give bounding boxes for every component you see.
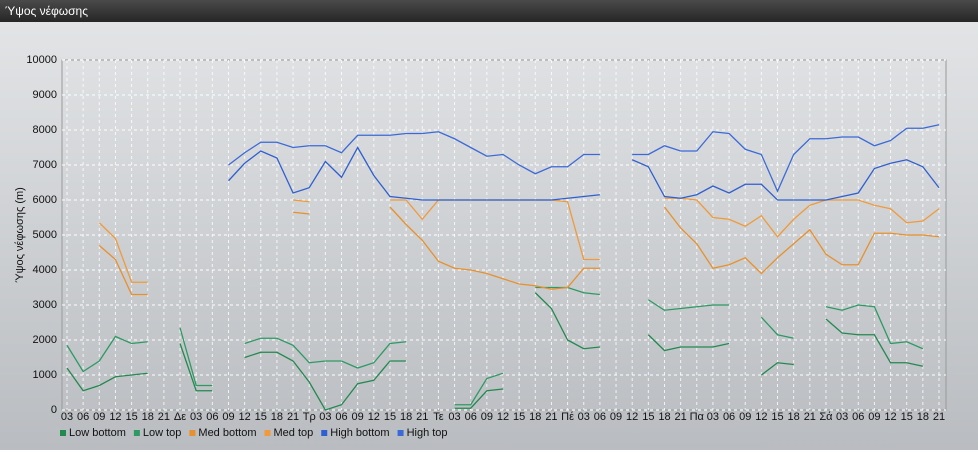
y-tick-label: 1000 [33,369,57,381]
x-tick-label: 18 [788,411,800,423]
y-tick-label: 4000 [33,264,57,276]
x-tick-label: Τε [433,411,444,423]
x-tick-label: 12 [368,411,380,423]
y-tick-label: 8000 [33,124,57,136]
x-tick-label: 15 [513,411,525,423]
y-tick-label: 7000 [33,159,57,171]
x-tick-label: 15 [901,411,913,423]
y-tick-label: 9000 [33,89,57,101]
legend-marker [397,430,404,436]
x-tick-label: 06 [465,411,477,423]
y-tick-label: 0 [51,404,57,416]
x-tick-label: 12 [109,411,121,423]
x-tick-label: Πα [690,411,705,423]
x-tick-label: 15 [255,411,267,423]
legend-label: Low bottom [69,427,126,439]
legend-marker [321,430,328,436]
legend-label: High bottom [330,427,389,439]
legend-marker [189,430,196,436]
legend-label: Med bottom [198,427,256,439]
x-tick-label: 03 [190,411,202,423]
x-tick-label: 21 [545,411,557,423]
x-tick-label: 21 [287,411,299,423]
x-tick-label: 18 [917,411,929,423]
legend-marker [60,430,66,436]
x-tick-label: 12 [239,411,251,423]
x-tick-label: 12 [497,411,509,423]
x-tick-label: 09 [610,411,622,423]
x-tick-label: Τρ [303,411,316,423]
x-tick-label: 18 [658,411,670,423]
x-tick-label: 15 [384,411,396,423]
legend-label: Low top [143,427,182,439]
series-line [98,197,940,283]
series-line [228,146,940,201]
y-tick-label: 2000 [33,334,57,346]
x-tick-label: 09 [739,411,751,423]
x-tick-label: 03 [578,411,590,423]
x-tick-label: 12 [884,411,896,423]
x-tick-label: Σά [819,411,833,423]
x-tick-label: 09 [481,411,493,423]
x-tick-label: 21 [804,411,816,423]
x-tick-label: 21 [416,411,428,423]
x-tick-label: 06 [723,411,735,423]
x-tick-label: 09 [93,411,105,423]
x-tick-label: 06 [206,411,218,423]
title-bar [0,0,978,22]
x-tick-label: 15 [771,411,783,423]
series-line [98,206,940,296]
legend-marker [133,430,140,436]
legend-marker [264,430,271,436]
y-tick-label: 6000 [33,194,57,206]
x-tick-label: 06 [335,411,347,423]
x-tick-label: 21 [158,411,170,423]
window-title: Ύψος νέφωσης [5,4,88,18]
legend-label: Med top [274,427,314,439]
x-tick-label: 09 [352,411,364,423]
y-axis-label: Ύψος νέφωσης (m) [14,187,26,283]
x-tick-label: 18 [271,411,283,423]
x-tick-label: 21 [675,411,687,423]
x-tick-label: 09 [222,411,234,423]
x-tick-label: 15 [125,411,137,423]
series-line [228,124,940,193]
x-tick-label: 06 [852,411,864,423]
x-tick-label: 03 [61,411,73,423]
x-tick-label: 03 [319,411,331,423]
x-tick-label: 06 [77,411,89,423]
x-tick-label: 03 [707,411,719,423]
x-tick-label: 03 [448,411,460,423]
x-tick-label: Δε [174,411,186,423]
x-tick-label: 21 [933,411,945,423]
x-tick-label: 12 [755,411,767,423]
x-tick-label: 18 [529,411,541,423]
x-tick-label: 03 [836,411,848,423]
y-tick-label: 5000 [33,229,57,241]
y-tick-label: 10000 [26,54,57,66]
y-tick-label: 3000 [33,299,57,311]
x-tick-label: 12 [626,411,638,423]
x-tick-label: 06 [594,411,606,423]
x-tick-label: 18 [400,411,412,423]
x-tick-label: 15 [642,411,654,423]
series-line [66,292,923,411]
x-tick-label: 18 [142,411,154,423]
legend-label: High top [407,427,448,439]
x-tick-label: 09 [868,411,880,423]
x-tick-label: Πέ [561,411,574,423]
